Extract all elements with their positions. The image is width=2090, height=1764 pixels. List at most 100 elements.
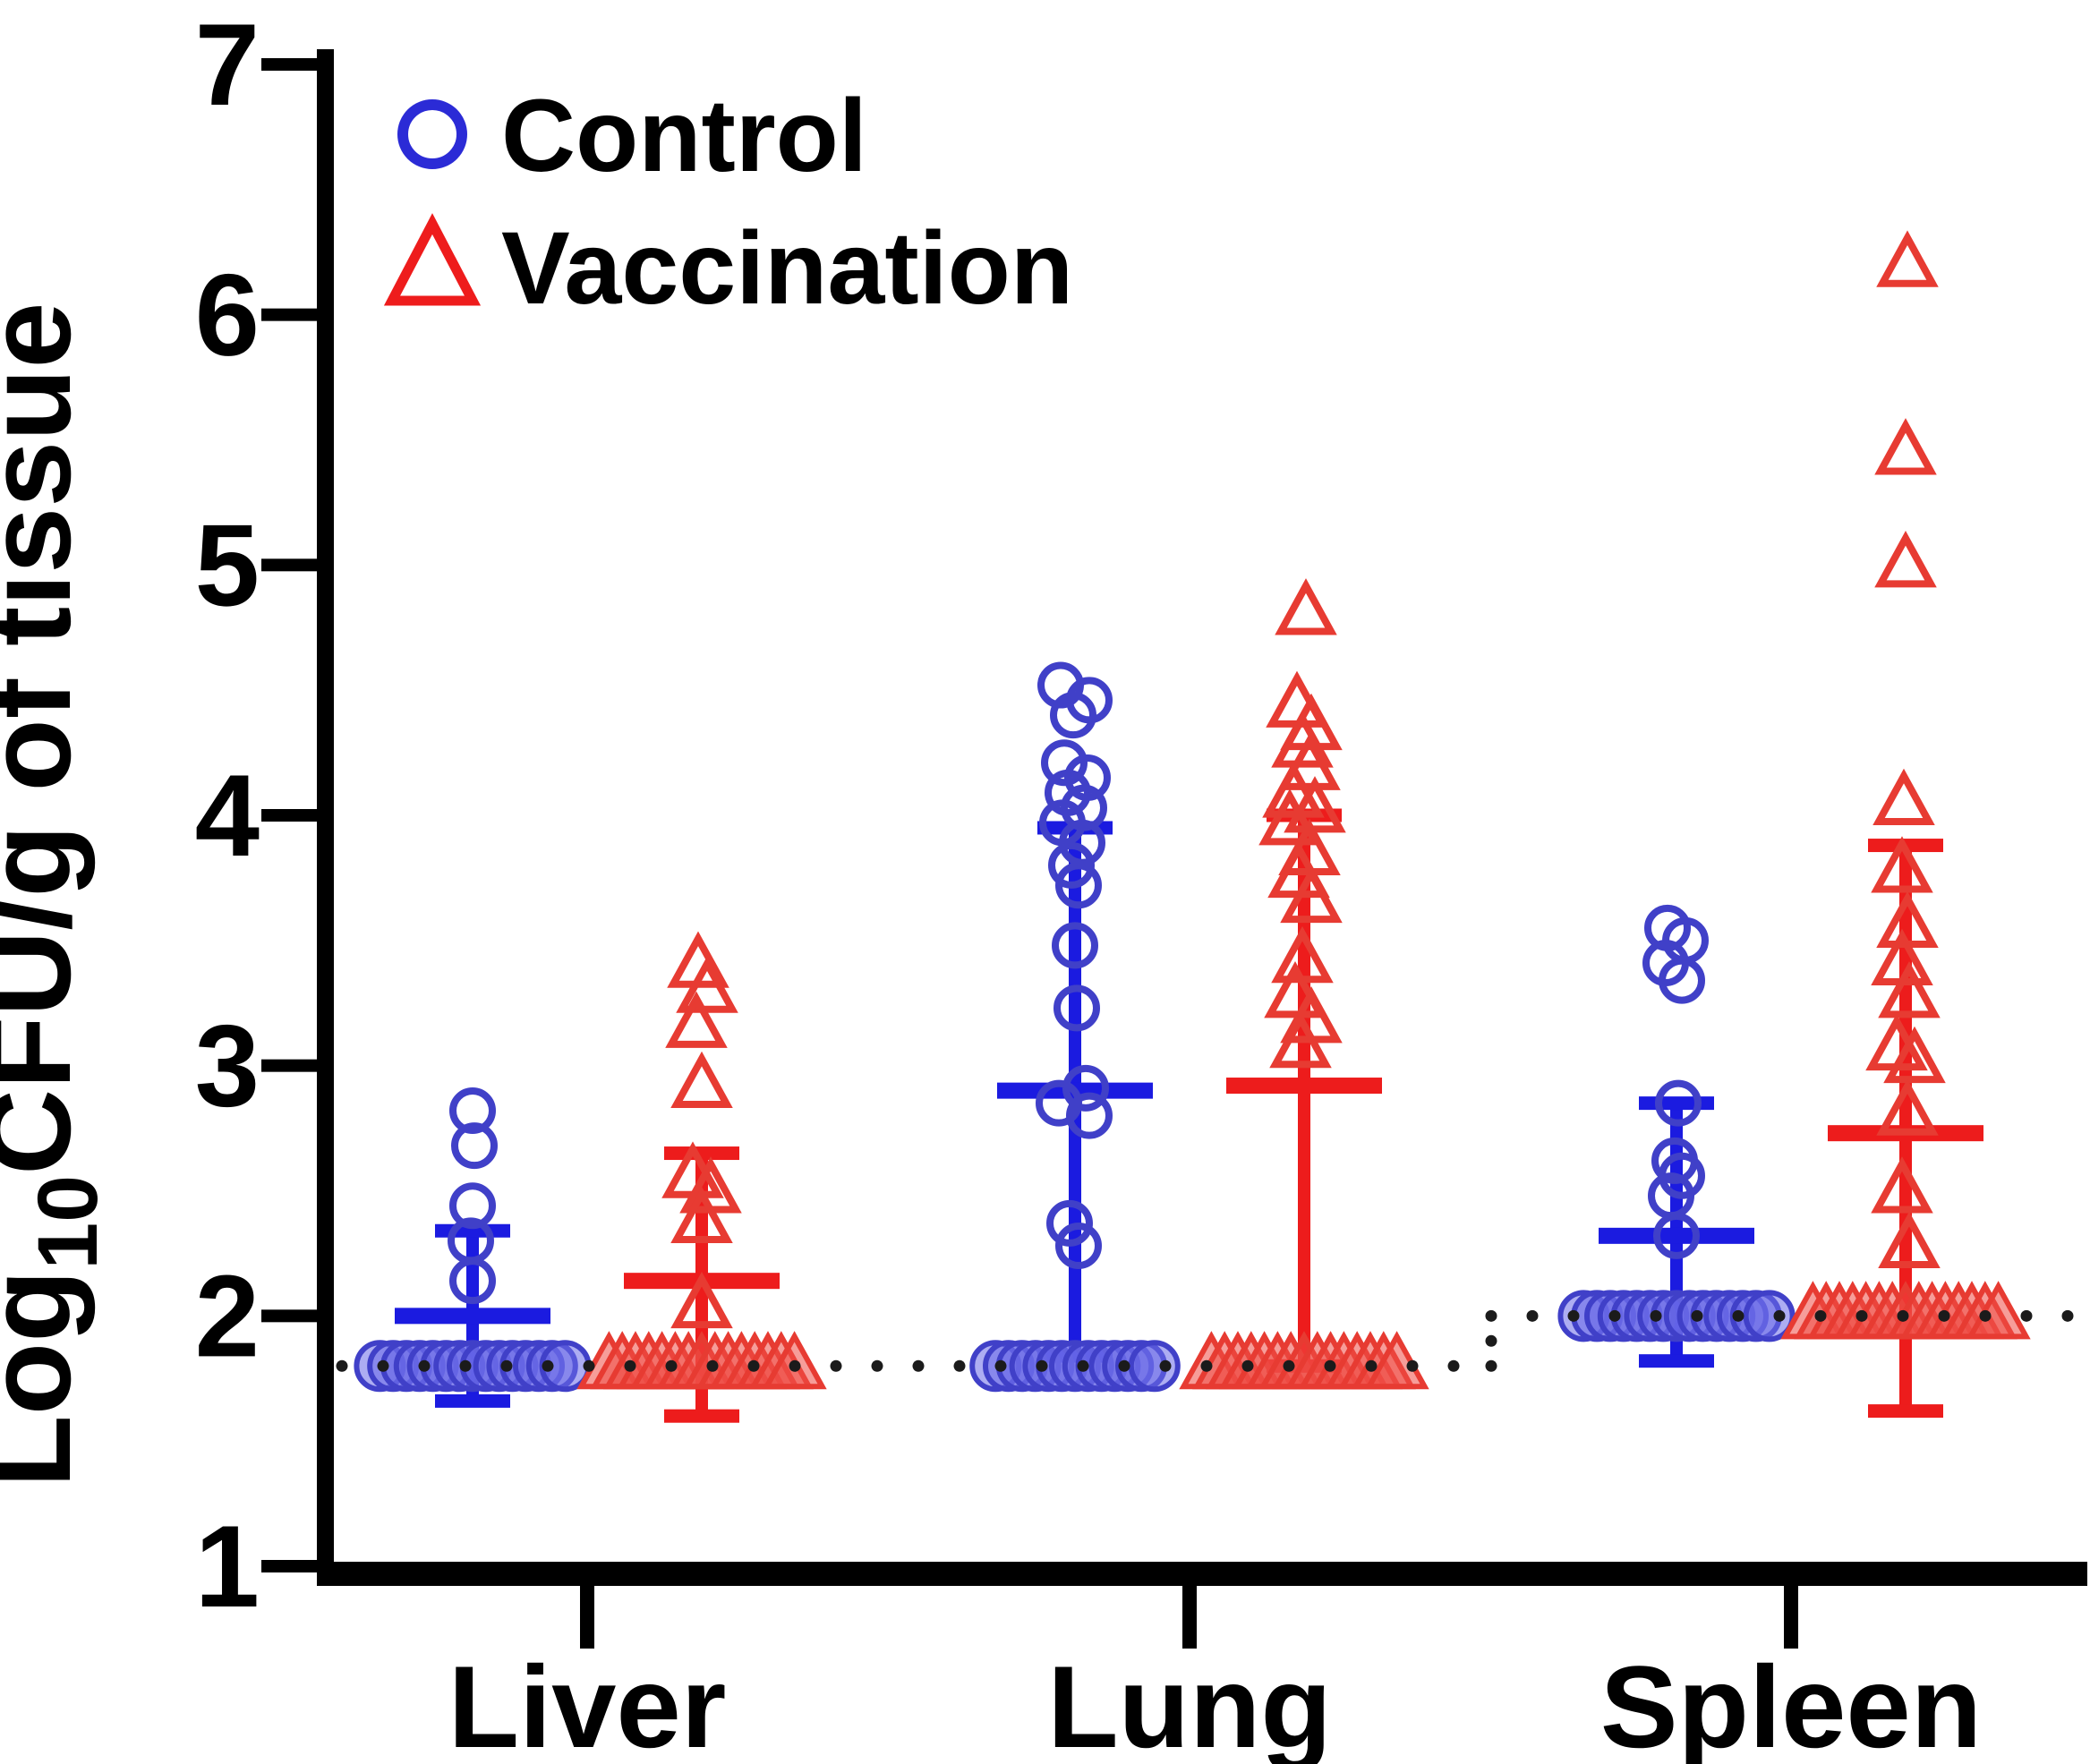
y-axis-title-subscript: 10 [21,1175,115,1270]
y-axis-title-pre: Log [0,1270,96,1488]
cluster-at-detection-limit [969,1340,1181,1393]
data-point-triangle [1871,836,1933,893]
detection-limit-dot [1608,1309,1621,1322]
data-point-circle [1046,1199,1093,1247]
data-point-triangle [1275,578,1337,635]
data-points [1258,578,1346,1069]
data-point-circle [1659,957,1705,1004]
legend: Control Vaccination [383,79,1073,326]
error-bar [1828,839,1983,1419]
detection-limit-dot [1855,1309,1868,1322]
y-tick [261,808,317,822]
data-point-triangle [1271,711,1334,768]
y-tick [261,1309,317,1323]
data-point-circle [449,1182,496,1230]
data-point-triangle [1878,961,1941,1018]
column-control-lung [969,661,1181,1393]
data-point-circle [1052,922,1098,969]
detection-limit-dot [747,1359,760,1372]
data-points [448,1087,498,1305]
y-axis-title: Log10CFU/g of tissue [0,303,115,1488]
data-point-triangle [665,991,728,1048]
cluster-point-circle [1743,1290,1796,1342]
detection-limit-dot [1283,1359,1295,1372]
detection-limit-line [336,1309,2074,1372]
data-point-triangle [670,1271,733,1329]
detection-limit-dot [1036,1359,1048,1372]
data-point-triangle [670,1186,733,1244]
detection-limit-dot [1324,1359,1336,1372]
detection-limit-dot [1118,1359,1130,1372]
legend-circle-icon [397,99,467,169]
x-axis-category-label: Spleen [1600,1641,1982,1764]
x-axis-category-label: Liver [448,1641,727,1764]
detection-limit-dot [1897,1309,1909,1322]
detection-limit-dot [830,1359,842,1372]
y-tick-label: 5 [195,499,260,630]
detection-limit-dot [500,1359,513,1372]
cluster-point-circle [1128,1340,1181,1393]
detection-limit-dot [1200,1359,1213,1372]
y-axis-line [317,49,334,1586]
x-axis-category-label: Lung [1047,1641,1332,1764]
legend-triangle-icon [383,213,482,306]
detection-limit-dot [336,1359,348,1372]
y-tick [261,57,317,71]
detection-limit-dot [1077,1359,1089,1372]
detection-limit-dot [1691,1309,1703,1322]
detection-limit-dot [1485,1309,1497,1322]
error-bar-cap-lower [435,1393,510,1408]
column-vaccination-spleen [1780,230,2031,1419]
data-point-triangle [1258,788,1321,846]
x-axis-line [317,1562,2087,1586]
mean-bar [1226,1078,1382,1095]
y-tick-label: 4 [195,750,260,881]
y-tick-label: 2 [195,1250,260,1381]
y-tick-label: 6 [195,250,260,380]
error-bar-cap-lower [1639,1354,1714,1368]
detection-limit-dot [994,1359,1007,1372]
data-points [1036,661,1113,1270]
legend-label: Control [501,79,867,193]
detection-limit-dot [542,1359,554,1372]
data-point-triangle [670,1051,733,1109]
detection-limit-dot [1485,1334,1497,1347]
x-tick [580,1586,594,1649]
series-control [354,661,1796,1408]
data-point-circle [451,1122,498,1170]
data-point-triangle [1280,865,1343,924]
y-tick [261,1560,317,1572]
detection-limit-dot [418,1359,431,1372]
mean-bar [1599,1227,1754,1244]
cluster-at-detection-limit [1780,1281,2031,1340]
detection-limit-dot [1567,1309,1580,1322]
data-point-triangle [1883,1026,1946,1084]
data-point-triangle [1269,1010,1332,1069]
data-point-circle [1050,692,1096,739]
data-point-triangle [1872,768,1935,826]
data-point-triangle [1876,230,1939,287]
data-point-triangle [1876,1078,1939,1136]
detection-limit-dot [583,1359,595,1372]
detection-limit-dot [953,1359,966,1372]
legend-item-control: Control [397,79,867,193]
detection-limit-dot [1938,1309,1950,1322]
cluster-at-detection-limit [354,1340,592,1393]
x-tick [1182,1586,1197,1649]
detection-limit-dot [2061,1309,2074,1322]
data-point-circle [1055,862,1102,909]
detection-limit-dot [377,1359,389,1372]
y-axis-title-post: CFU/g of tissue [0,303,96,1175]
data-point-circle [1054,984,1100,1032]
error-bar-cap-upper [1639,1096,1714,1111]
data-point-triangle [1264,961,1327,1018]
y-tick-label: 3 [195,1001,260,1131]
data-point-triangle [676,956,738,1013]
y-tick [261,558,317,572]
data-points [1642,904,1709,1259]
y-tick-label: 7 [195,0,260,130]
data-point-circle [1653,1212,1700,1259]
data-points [1865,230,1946,1269]
